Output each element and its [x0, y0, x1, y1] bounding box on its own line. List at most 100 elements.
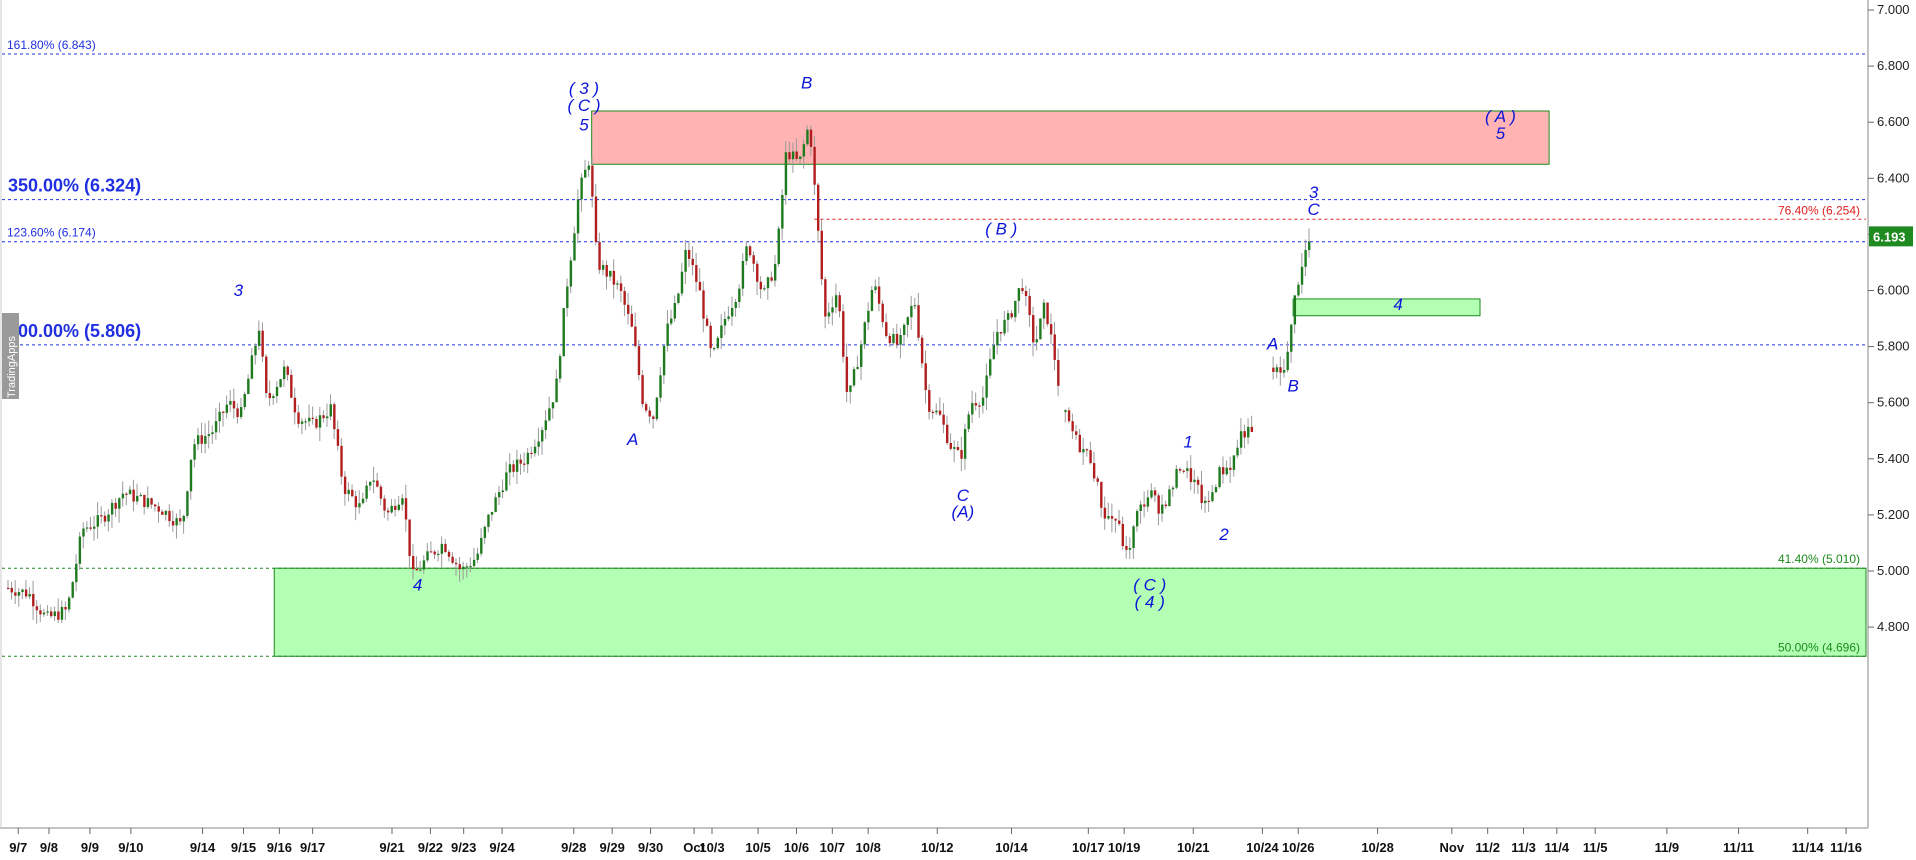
wave-label: 3	[1309, 183, 1319, 202]
candle-body	[447, 551, 451, 557]
candle-body	[523, 463, 526, 465]
candle-body	[1204, 500, 1207, 504]
x-tick-label: 10/12	[921, 840, 954, 855]
candle-body	[551, 402, 555, 409]
candle-body	[100, 515, 103, 517]
candle-body	[1153, 490, 1157, 496]
candle-body	[910, 305, 913, 318]
candle-body	[494, 497, 497, 512]
candle-body	[1014, 300, 1017, 318]
candle-body	[110, 502, 114, 515]
x-tick-label: 10/7	[820, 840, 845, 855]
x-tick-label: Nov	[1440, 840, 1465, 855]
candle-body	[867, 310, 870, 323]
candle-body	[1171, 487, 1175, 490]
wave-label: A	[626, 430, 638, 449]
candle-body	[1032, 315, 1035, 343]
candle-body	[60, 606, 64, 620]
wave-label: 2	[1218, 525, 1229, 544]
candle-body	[132, 489, 135, 502]
candle-body	[508, 464, 512, 473]
candle-body	[146, 498, 150, 507]
x-tick-label: 9/23	[451, 840, 476, 855]
candle-body	[1110, 516, 1114, 519]
candle-body	[325, 416, 329, 419]
x-tick-label: 11/5	[1583, 840, 1608, 855]
candle-body	[1096, 478, 1099, 482]
candle-body	[207, 434, 211, 437]
candle-body	[727, 316, 730, 319]
candle-body	[1286, 351, 1289, 371]
candle-body	[702, 290, 705, 319]
y-tick-label: 5.600	[1877, 395, 1910, 410]
candle-body	[942, 414, 945, 425]
candle-body	[383, 498, 386, 511]
candle-body	[859, 344, 863, 367]
candle-body	[1103, 507, 1107, 519]
candle-body	[32, 594, 35, 607]
candle-body	[1239, 431, 1243, 448]
candle-body	[1053, 334, 1056, 360]
candle-body	[1067, 410, 1071, 422]
candle-body	[204, 436, 207, 444]
candle-body	[1042, 302, 1046, 319]
candle-body	[838, 295, 841, 312]
y-tick-label: 4.800	[1877, 619, 1910, 634]
candle-body	[279, 379, 282, 387]
candle-body	[1028, 296, 1031, 316]
candle-body	[566, 286, 569, 309]
candle-body	[548, 408, 551, 421]
candle-body	[1243, 431, 1246, 438]
x-tick-label: 10/21	[1177, 840, 1210, 855]
candle-body	[1046, 302, 1049, 325]
candle-body	[791, 151, 795, 160]
candle-body	[250, 355, 254, 379]
candle-body	[1006, 313, 1010, 320]
fib-label: 50.00% (4.696)	[1778, 640, 1860, 654]
candle-body	[842, 311, 845, 357]
candle-body	[512, 464, 515, 472]
x-tick-label: 9/28	[561, 840, 586, 855]
candle-body	[687, 249, 691, 259]
candle-body	[347, 489, 350, 495]
candle-body	[308, 417, 311, 422]
candle-body	[781, 194, 784, 229]
candle-body	[1085, 449, 1089, 451]
candle-body	[874, 286, 877, 290]
x-tick-label: 11/11	[1723, 840, 1754, 855]
candle-body	[1132, 526, 1135, 549]
candle-body	[433, 551, 436, 555]
candle-body	[455, 562, 458, 565]
candle-body	[1214, 487, 1218, 493]
x-tick-label: 10/17	[1072, 840, 1105, 855]
candle-body	[1078, 434, 1082, 453]
candle-body	[114, 502, 117, 509]
candle-body	[655, 397, 659, 419]
candle-body	[978, 405, 981, 407]
candle-body	[670, 318, 673, 324]
candle-body	[684, 249, 687, 272]
candle-body	[734, 301, 737, 308]
candle-body	[1207, 500, 1211, 502]
candle-body	[193, 444, 196, 460]
candle-body	[501, 490, 504, 493]
candle-body	[949, 442, 952, 449]
candle-body	[490, 511, 494, 515]
candle-body	[318, 415, 322, 428]
x-tick-label: 11/2	[1475, 840, 1500, 855]
candle-body	[1125, 545, 1128, 550]
candle-body	[458, 564, 461, 570]
candle-body	[756, 263, 759, 282]
candle-body	[1107, 516, 1110, 519]
x-tick-label: 10/28	[1361, 840, 1394, 855]
fib-label: 300.00% (5.806)	[8, 321, 141, 341]
candle-body	[1128, 548, 1132, 550]
candle-body	[42, 612, 46, 615]
candle-body	[723, 318, 727, 326]
candle-body	[662, 345, 666, 376]
candle-body	[906, 317, 909, 325]
candle-body	[849, 385, 852, 392]
zones-layer	[273, 110, 1867, 657]
candle-body	[680, 271, 684, 294]
candle-body	[892, 333, 895, 344]
